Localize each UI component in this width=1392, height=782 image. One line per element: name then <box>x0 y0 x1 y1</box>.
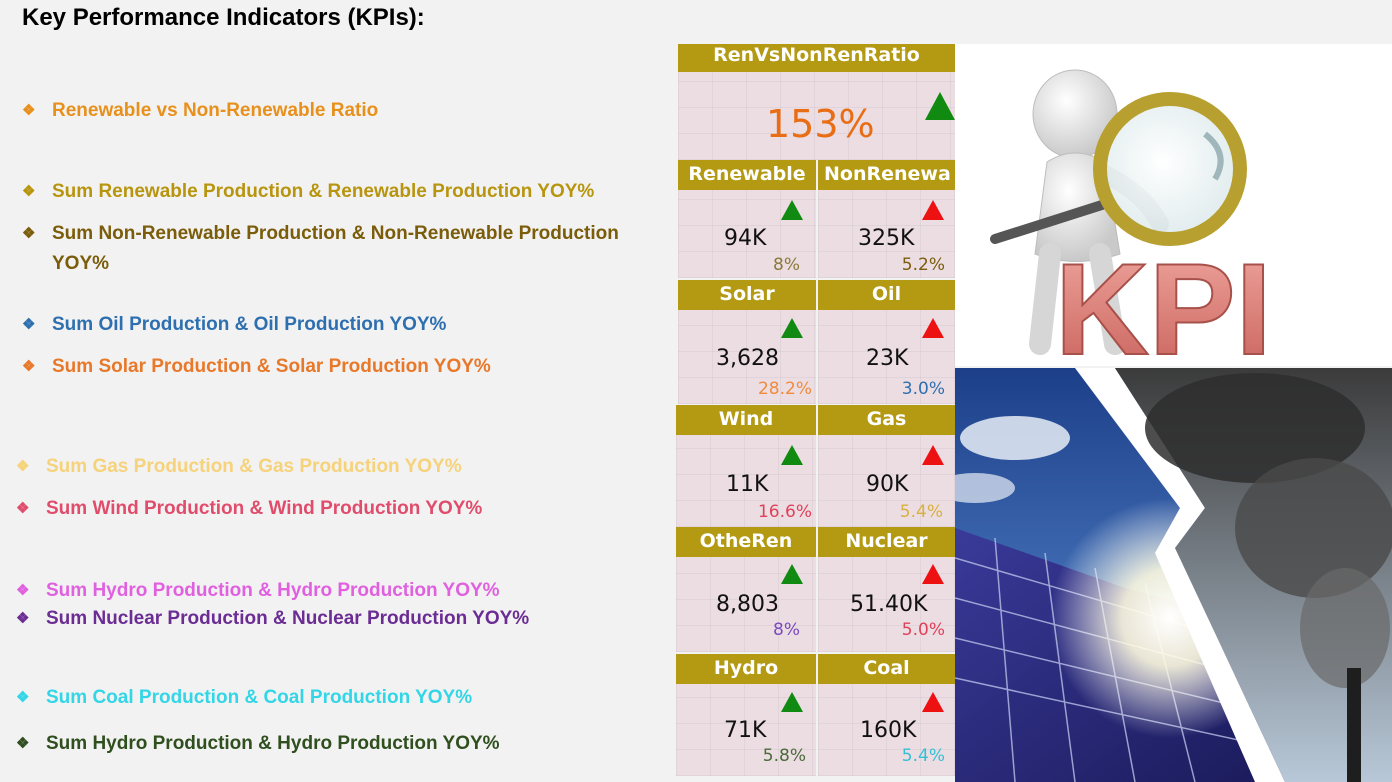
kpi-card-nonrenewable[interactable]: NonRenewa 325K 5.2% <box>818 160 955 278</box>
trend-up-icon <box>781 445 803 465</box>
bullet-nuclear: ❖ Sum Nuclear Production & Nuclear Produ… <box>16 604 666 634</box>
bullet-nonrenewable: ❖ Sum Non-Renewable Production & Non-Ren… <box>22 219 677 279</box>
card-value: 23K <box>866 346 909 371</box>
bullet-renewable: ❖ Sum Renewable Production & Renewable P… <box>22 177 672 207</box>
card-yoy: 5.0% <box>901 620 945 640</box>
bullet-gas: ❖ Sum Gas Production & Gas Production YO… <box>16 452 666 482</box>
bullet-text: Renewable vs Non-Renewable Ratio <box>52 100 379 121</box>
trend-up-red-icon <box>922 318 944 338</box>
card-value: 71K <box>724 718 767 743</box>
kpi-card-renewable[interactable]: Renewable 94K 8% <box>678 160 816 278</box>
trend-up-icon <box>781 200 803 220</box>
trend-up-red-icon <box>922 445 944 465</box>
card-yoy: 8% <box>773 255 800 275</box>
card-label: Hydro <box>676 654 816 684</box>
trend-up-icon <box>781 318 803 338</box>
kpi-card-nuclear[interactable]: Nuclear 51.40K 5.0% <box>818 527 955 652</box>
card-yoy: 8% <box>773 620 800 640</box>
card-yoy: 5.2% <box>901 255 945 275</box>
kpi-text: KPI <box>1055 236 1272 366</box>
trend-up-red-icon <box>922 200 944 220</box>
card-value: 325K <box>858 226 915 251</box>
card-yoy: 5.4% <box>901 746 945 766</box>
diamond-bullet-icon: ❖ <box>22 358 36 375</box>
diamond-bullet-icon: ❖ <box>16 610 30 627</box>
trend-up-icon <box>781 692 803 712</box>
kpi-card-solar[interactable]: Solar 3,628 28.2% <box>678 280 816 404</box>
diamond-bullet-icon: ❖ <box>16 735 30 752</box>
kpi-card-coal[interactable]: Coal 160K 5.4% <box>818 654 955 776</box>
kpi-card-oil[interactable]: Oil 23K 3.0% <box>818 280 955 404</box>
bullet-hydro-2: ❖ Sum Hydro Production & Hydro Productio… <box>16 729 666 759</box>
kpi-card-gas[interactable]: Gas 90K 5.4% <box>818 405 955 527</box>
card-value: 11K <box>726 472 769 497</box>
bullet-coal: ❖ Sum Coal Production & Coal Production … <box>16 683 666 713</box>
diamond-bullet-icon: ❖ <box>22 183 36 200</box>
kpi-card-wind[interactable]: Wind 11K 16.6% <box>676 405 816 527</box>
kpi-card-hydro[interactable]: Hydro 71K 5.8% <box>676 654 816 776</box>
card-yoy: 16.6% <box>757 502 812 522</box>
page-title: Key Performance Indicators (KPIs): <box>22 4 425 31</box>
card-yoy: 28.2% <box>757 379 812 399</box>
card-value: 8,803 <box>716 592 779 617</box>
card-yoy: 5.8% <box>762 746 806 766</box>
card-label: Renewable <box>678 160 816 190</box>
bullet-text: Sum Solar Production & Solar Production … <box>52 356 491 377</box>
diamond-bullet-icon: ❖ <box>22 102 36 119</box>
bullet-text: Sum Wind Production & Wind Production YO… <box>46 498 483 519</box>
kpi-figure-graphic: KPI <box>990 69 1273 366</box>
bullet-ratio: ❖ Renewable vs Non-Renewable Ratio <box>22 96 672 126</box>
kpi-card-otheren[interactable]: OtheRen 8,803 8% <box>676 527 816 652</box>
card-value: 153% <box>766 102 875 146</box>
card-value: 90K <box>866 472 909 497</box>
bullet-oil: ❖ Sum Oil Production & Oil Production YO… <box>22 310 672 340</box>
kpi-magnifier-illustration: KPI <box>955 44 1392 366</box>
solar-vs-smokestack-image <box>955 368 1392 782</box>
energy-graphic <box>955 368 1392 782</box>
card-label: Nuclear <box>818 527 955 557</box>
bullet-text: Sum Coal Production & Coal Production YO… <box>46 687 473 708</box>
card-label: Coal <box>818 654 955 684</box>
card-label: NonRenewa <box>818 160 955 190</box>
trend-up-red-icon <box>922 564 944 584</box>
card-value: 160K <box>860 718 917 743</box>
card-label: Gas <box>818 405 955 435</box>
diamond-bullet-icon: ❖ <box>22 316 36 333</box>
card-value: 51.40K <box>850 592 928 617</box>
bullet-text: Sum Oil Production & Oil Production YOY% <box>52 314 447 335</box>
card-label: Oil <box>818 280 955 310</box>
bullet-text: Sum Renewable Production & Renewable Pro… <box>52 181 595 202</box>
card-label: RenVsNonRenRatio <box>678 44 955 72</box>
bullet-text: Sum Hydro Production & Hydro Production … <box>46 580 500 601</box>
card-value: 94K <box>724 226 767 251</box>
bullet-text: Sum Hydro Production & Hydro Production … <box>46 733 500 754</box>
diamond-bullet-icon: ❖ <box>16 458 30 475</box>
card-label: Wind <box>676 405 816 435</box>
card-value: 3,628 <box>716 346 779 371</box>
card-label: OtheRen <box>676 527 816 557</box>
trend-up-icon <box>781 564 803 584</box>
card-yoy: 5.4% <box>899 502 943 522</box>
bullet-hydro: ❖ Sum Hydro Production & Hydro Productio… <box>16 576 666 606</box>
card-label: Solar <box>678 280 816 310</box>
diamond-bullet-icon: ❖ <box>22 225 36 242</box>
diamond-bullet-icon: ❖ <box>16 582 30 599</box>
diamond-bullet-icon: ❖ <box>16 689 30 706</box>
bullet-text: Sum Nuclear Production & Nuclear Product… <box>46 608 530 629</box>
card-yoy: 3.0% <box>901 379 945 399</box>
diamond-bullet-icon: ❖ <box>16 500 30 517</box>
bullet-text: Sum Gas Production & Gas Production YOY% <box>46 456 462 477</box>
bullet-text: Sum Non-Renewable Production & Non-Renew… <box>52 223 619 274</box>
trend-up-icon <box>925 92 955 120</box>
bullet-solar: ❖ Sum Solar Production & Solar Productio… <box>22 352 672 382</box>
bullet-wind: ❖ Sum Wind Production & Wind Production … <box>16 494 666 524</box>
trend-up-red-icon <box>922 692 944 712</box>
kpi-card-ratio[interactable]: RenVsNonRenRatio 153% <box>678 44 955 160</box>
